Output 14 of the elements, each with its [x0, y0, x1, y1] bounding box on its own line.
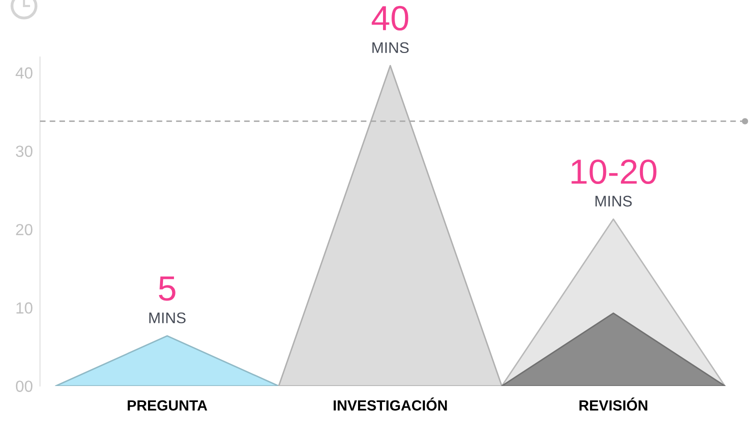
text: 40: [372, 6, 408, 30]
x-tick-label: REVISIÓN: [580, 398, 648, 411]
y-tick-label: 30: [16, 146, 32, 157]
y-tick-label: 00: [16, 380, 32, 392]
text: MINS: [372, 42, 409, 54]
y-tick-label: 10: [16, 302, 32, 314]
y-tick-label: 40: [16, 67, 32, 79]
y-tick-label: 20: [16, 224, 32, 236]
x-tick-label: INVESTIGACIÓN: [334, 398, 447, 411]
x-tick-label: PREGUNTA: [128, 400, 208, 411]
annotation: MINS: [596, 196, 632, 207]
annotation: 5: [158, 276, 176, 301]
annotation: 10-20: [572, 159, 656, 184]
annotation: MINS: [149, 312, 186, 324]
